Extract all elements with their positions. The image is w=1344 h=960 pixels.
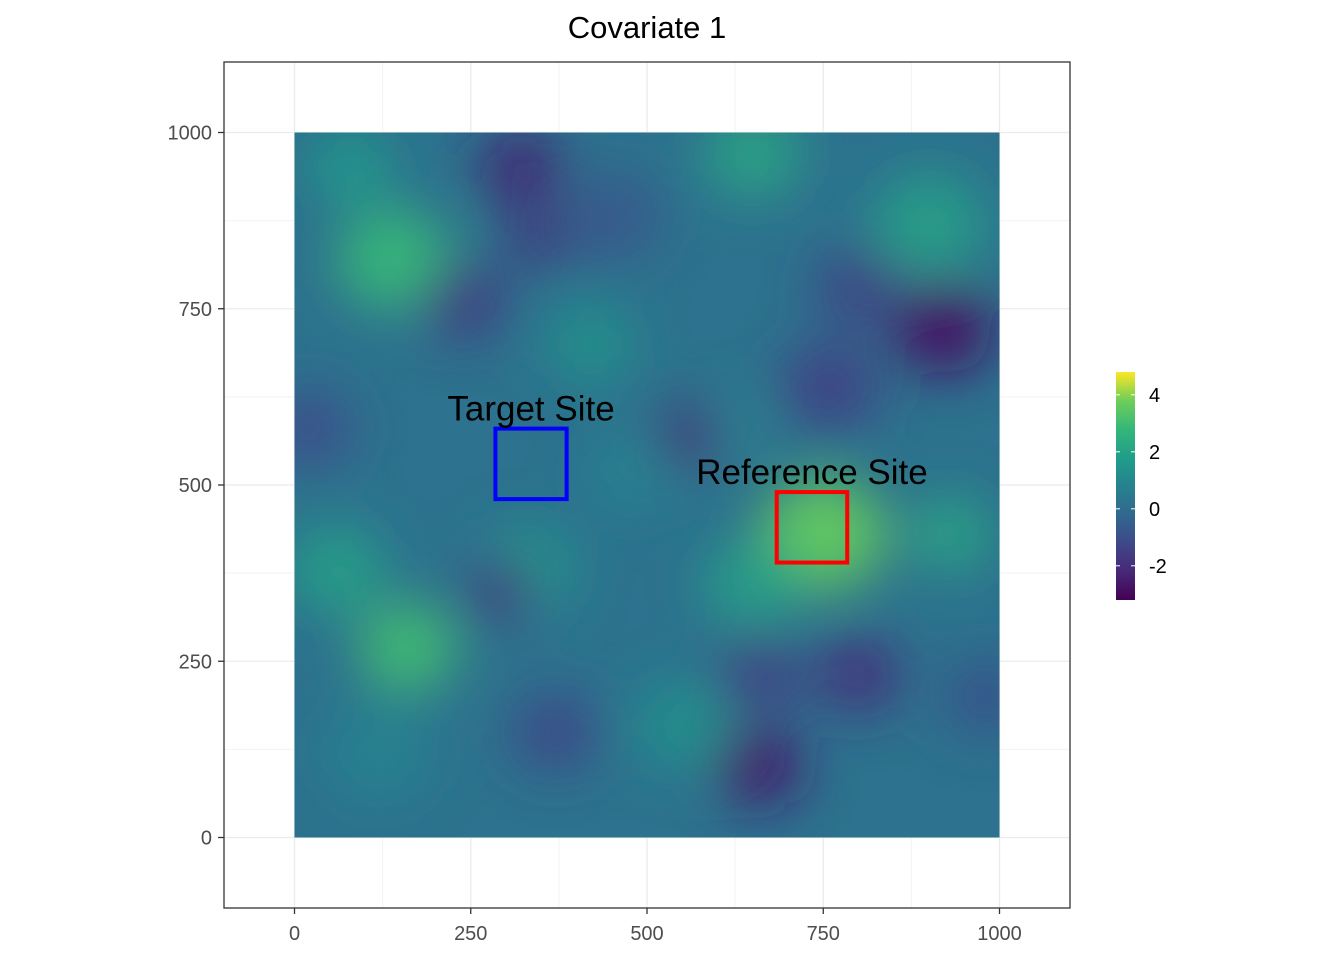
raster-blob bbox=[294, 525, 387, 615]
raster-blob bbox=[907, 496, 993, 573]
colorbar bbox=[1116, 372, 1135, 600]
raster-blob bbox=[357, 602, 457, 692]
x-tick-label: 250 bbox=[454, 923, 487, 945]
reference-site-label: Reference Site bbox=[696, 453, 928, 492]
chart-title: Covariate 1 bbox=[567, 10, 727, 45]
colorbar-legend: 4 2 0 -2 bbox=[1116, 372, 1167, 600]
raster-blob bbox=[703, 132, 803, 199]
raster-blob bbox=[505, 209, 570, 267]
raster-blob bbox=[654, 403, 725, 468]
raster-blob bbox=[893, 285, 993, 375]
raster-field bbox=[294, 132, 1000, 838]
colorbar-label: 0 bbox=[1149, 499, 1160, 521]
raster-blob bbox=[632, 680, 732, 770]
raster-blob bbox=[336, 208, 450, 311]
raster-blob bbox=[943, 658, 1000, 735]
y-tick-label: 0 bbox=[201, 828, 212, 850]
x-tick-label: 750 bbox=[807, 923, 840, 945]
raster-blob bbox=[294, 390, 351, 467]
target-site-box bbox=[493, 426, 569, 502]
raster-blob bbox=[816, 637, 901, 714]
raster-blob bbox=[780, 341, 880, 431]
axes: 0 250 500 750 1000 0 250 500 750 1000 bbox=[168, 123, 1022, 946]
raster-blob bbox=[477, 132, 563, 206]
x-tick-label: 1000 bbox=[977, 923, 1022, 945]
x-tick-label: 500 bbox=[630, 923, 663, 945]
raster-blob bbox=[421, 263, 507, 340]
target-site-label: Target Site bbox=[447, 390, 614, 429]
y-tick-label: 1000 bbox=[168, 123, 213, 145]
site-boxes: Target Site Reference Site bbox=[447, 390, 928, 565]
y-tick-label: 750 bbox=[179, 299, 212, 321]
x-tick-label: 0 bbox=[289, 923, 300, 945]
raster-blob bbox=[703, 539, 803, 629]
raster-blobs bbox=[294, 132, 1000, 806]
raster-blob bbox=[872, 173, 986, 275]
raster-blob-group bbox=[294, 132, 1000, 806]
colorbar-label: -2 bbox=[1149, 556, 1167, 578]
y-tick-label: 250 bbox=[179, 651, 212, 673]
raster-blob bbox=[717, 637, 803, 714]
colorbar-label: 4 bbox=[1149, 385, 1160, 407]
colorbar-label: 2 bbox=[1149, 442, 1160, 464]
raster-blob bbox=[308, 132, 394, 206]
raster-blob bbox=[513, 693, 598, 770]
raster-blob bbox=[562, 172, 662, 262]
raster-blob bbox=[322, 702, 436, 804]
y-tick-label: 500 bbox=[179, 475, 212, 497]
raster-blob bbox=[463, 559, 535, 623]
raster-blob bbox=[548, 305, 633, 383]
raster-blob bbox=[816, 249, 901, 326]
reference-site-box bbox=[774, 490, 850, 565]
raster-blob bbox=[717, 728, 803, 806]
